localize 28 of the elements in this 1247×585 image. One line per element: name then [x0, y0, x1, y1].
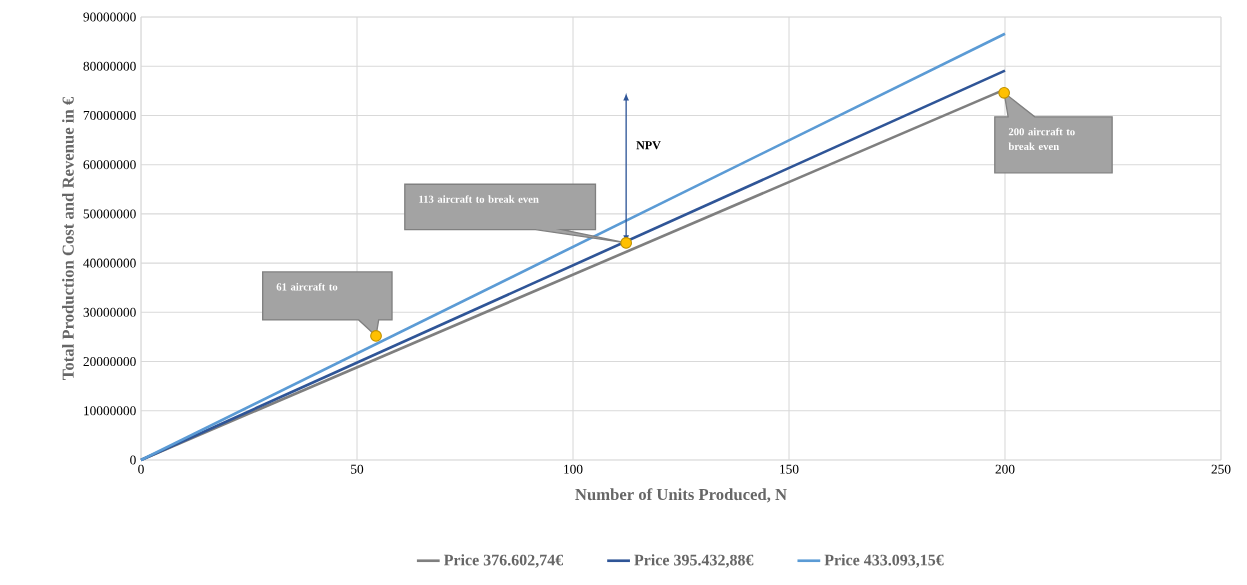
annotation: 113 aircraft to break even [419, 195, 539, 203]
y-tick-label: 40000000 [83, 258, 136, 268]
x-tick-label: 250 [1211, 464, 1231, 474]
y-tick-label: 50000000 [83, 209, 136, 219]
x-tick-label: 150 [780, 464, 799, 474]
annotation: 61 aircraft to [276, 282, 338, 291]
y-tick-label: 0 [130, 455, 136, 465]
y-axis-title: Total Production Cost and Revenue in € [62, 97, 74, 380]
y-tick-label: 30000000 [83, 307, 136, 317]
x-tick-label: 0 [138, 464, 144, 474]
x-axis-title: Number of Units Produced, N [575, 488, 787, 503]
legend-label: Price 376.602,74€ [443, 554, 564, 568]
y-tick-label: 10000000 [84, 406, 136, 416]
y-tick-label: 60000000 [83, 160, 136, 170]
legend-label: Price 395.432,88€ [634, 554, 754, 568]
x-tick-label: 100 [564, 464, 583, 474]
y-tick-label: 80000000 [83, 61, 136, 71]
point [370, 330, 382, 342]
x-tick-label: 200 [995, 464, 1015, 474]
annotation: NPV [636, 141, 661, 150]
legend-label: Price 433.093,15€ [824, 554, 944, 568]
y-tick-label: 70000000 [83, 110, 136, 120]
x-tick-label: 50 [351, 464, 364, 474]
point [620, 237, 633, 249]
y-tick-label: 20000000 [83, 357, 136, 367]
y-tick-label: 90000000 [83, 12, 136, 22]
point [998, 86, 1011, 99]
annotation: 200 aircraft to break even [1008, 127, 1075, 151]
